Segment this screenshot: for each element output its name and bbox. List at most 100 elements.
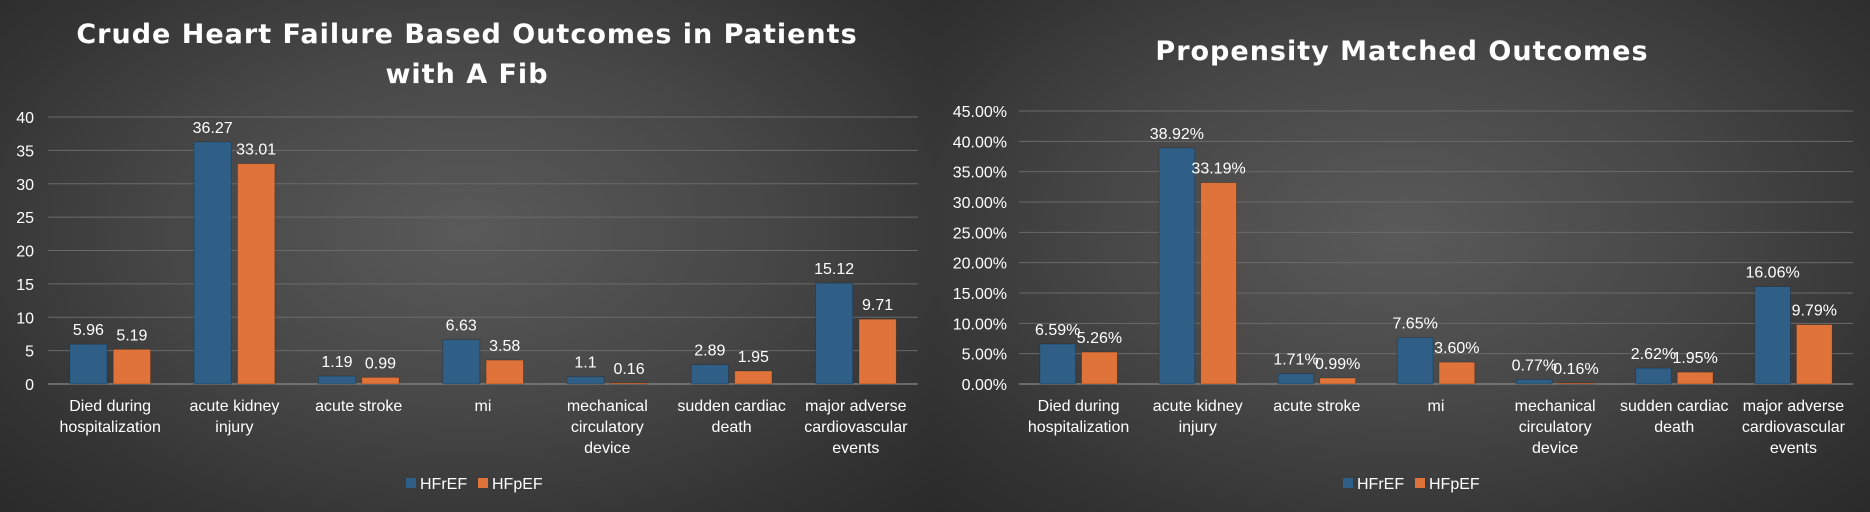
x-category-label: sudden cardiac	[1620, 398, 1729, 415]
data-label-hfref: 2.89	[694, 343, 725, 360]
bar-hfref-2	[317, 375, 357, 385]
data-label-hfpef: 3.60%	[1434, 340, 1479, 357]
x-category-label: mechanical	[1515, 398, 1596, 415]
y-tick-label: 10.00%	[953, 316, 1007, 333]
y-tick-label: 20	[16, 244, 34, 261]
y-tick-label: 10	[16, 310, 34, 327]
data-label-hfref: 5.96	[73, 322, 104, 339]
bar-hfpef-3	[485, 359, 524, 385]
data-label-hfref: 1.71%	[1273, 352, 1318, 369]
x-category-label: mi	[1428, 398, 1445, 415]
x-category-label: circulatory	[571, 419, 644, 436]
data-label-hfref: 6.59%	[1035, 322, 1080, 339]
bar-hfref-5	[1635, 367, 1672, 385]
x-category-label: mechanical	[567, 398, 648, 415]
data-label-hfpef: 3.58	[489, 338, 520, 355]
x-category-label: major adverse	[1743, 398, 1844, 415]
x-category-label: death	[712, 419, 752, 436]
y-tick-label: 40	[16, 110, 34, 127]
bar-hfref-4	[1516, 378, 1553, 385]
x-category-label: hospitalization	[59, 419, 160, 436]
chart-panel-crude-outcomes: Crude Heart Failure Based Outcomes in Pa…	[0, 0, 935, 512]
bar-hfref-1	[1158, 147, 1196, 385]
data-label-hfpef: 0.16%	[1553, 361, 1598, 378]
x-category-label: cardiovascular	[1742, 419, 1846, 436]
y-tick-label: 35.00%	[953, 165, 1007, 182]
data-label-hfref: 1.19	[321, 354, 352, 371]
x-category-label: major adverse	[805, 398, 906, 415]
data-label-hfref: 16.06%	[1745, 265, 1799, 282]
x-category-label: death	[1654, 419, 1694, 436]
data-label-hfpef: 9.71	[862, 297, 893, 314]
bar-hfpef-6	[858, 318, 897, 385]
y-tick-label: 40.00%	[953, 134, 1007, 151]
bar-hfpef-1	[237, 163, 276, 385]
bar-hfref-3	[1396, 337, 1434, 385]
y-tick-label: 5	[25, 344, 34, 361]
x-category-label: cardiovascular	[804, 419, 908, 436]
bar-hfpef-4	[609, 382, 649, 385]
data-label-hfref: 2.62%	[1631, 346, 1676, 363]
x-category-label: acute kidney	[190, 398, 280, 415]
chart-title: Propensity Matched Outcomes	[1155, 36, 1648, 67]
data-label-hfref: 6.63	[446, 318, 477, 335]
x-category-label: events	[1770, 440, 1817, 457]
y-tick-label: 15.00%	[953, 286, 1007, 303]
y-tick-label: 15	[16, 277, 34, 294]
x-category-label: hospitalization	[1028, 419, 1129, 436]
bar-hfpef-2	[1319, 377, 1356, 385]
x-category-label: injury	[1179, 419, 1217, 436]
chart-title: Crude Heart Failure Based Outcomes in Pa…	[76, 19, 857, 50]
x-category-label: injury	[215, 419, 253, 436]
bar-hfpef-0	[1081, 351, 1118, 385]
chart-crude-outcomes: Crude Heart Failure Based Outcomes in Pa…	[16, 19, 918, 493]
x-category-label: events	[832, 440, 879, 457]
bar-hfref-6	[1754, 286, 1791, 385]
bar-hfpef-1	[1200, 182, 1237, 385]
x-category-label: acute kidney	[1153, 398, 1243, 415]
legend-swatch-hfref	[406, 478, 416, 488]
bar-hfpef-3	[1438, 361, 1476, 385]
chart-propensity-outcomes: Propensity Matched Outcomes 0.00% 5.00% 10.…	[953, 36, 1853, 493]
bar-hfpef-6	[1796, 324, 1833, 385]
data-label-hfref: 7.65%	[1392, 316, 1437, 333]
bar-hfref-4	[566, 376, 605, 385]
legend-label-hfpef: HFpEF	[492, 476, 543, 493]
y-tick-label: 20.00%	[953, 256, 1007, 273]
bar-hfref-1	[193, 141, 232, 385]
y-tick-label: 0	[25, 377, 34, 394]
legend-label-hfref: HFrEF	[420, 476, 467, 493]
data-label-hfref: 0.77%	[1512, 357, 1557, 374]
y-tick-label: 30.00%	[953, 195, 1007, 212]
legend-label-hfref: HFrEF	[1357, 476, 1404, 493]
bar-hfref-3	[442, 339, 481, 385]
x-category-label: Died during	[1038, 398, 1120, 415]
bar-hfpef-5	[734, 370, 773, 385]
legend-swatch-hfref	[1343, 478, 1353, 488]
bar-hfpef-4	[1557, 382, 1595, 385]
y-tick-label: 5.00%	[962, 347, 1007, 364]
y-tick-label: 30	[16, 177, 34, 194]
bar-hfpef-5	[1676, 371, 1714, 385]
legend-swatch-hfpef	[478, 478, 488, 488]
x-category-label: circulatory	[1519, 419, 1592, 436]
bar-hfpef-2	[361, 376, 400, 385]
chart-panel-propensity-outcomes: Propensity Matched Outcomes 0.00% 5.00% 10.…	[935, 0, 1870, 512]
data-label-hfpef: 1.95%	[1672, 350, 1717, 367]
x-category-label: device	[1532, 440, 1578, 457]
bar-hfref-0	[1039, 343, 1076, 385]
data-label-hfref: 38.92%	[1150, 126, 1204, 143]
data-label-hfpef: 5.19	[116, 327, 147, 344]
data-label-hfpef: 1.95	[738, 349, 769, 366]
x-category-label: device	[584, 440, 630, 457]
x-category-label: sudden cardiac	[677, 398, 786, 415]
legend-label-hfpef: HFpEF	[1429, 476, 1480, 493]
data-label-hfpef: 33.19%	[1191, 161, 1245, 178]
data-label-hfpef: 33.01	[236, 142, 276, 159]
data-label-hfpef: 5.26%	[1077, 330, 1122, 347]
data-label-hfpef: 0.99	[365, 355, 396, 372]
bar-hfref-0	[69, 343, 108, 385]
y-tick-label: 0.00%	[962, 377, 1007, 394]
data-label-hfpef: 0.99%	[1315, 356, 1360, 373]
